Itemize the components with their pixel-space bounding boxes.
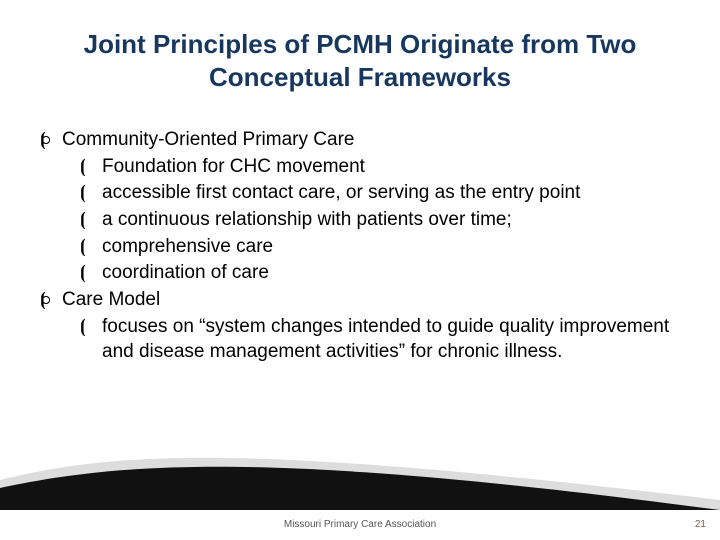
swoosh-decoration xyxy=(0,440,720,510)
bullet-lvl2: ⦗ a continuous relationship with patient… xyxy=(40,208,690,233)
slide: Joint Principles of PCMH Originate from … xyxy=(0,0,720,540)
bullet-lvl2: ⦗ coordination of care xyxy=(40,261,690,286)
bullet-icon: ⦗ xyxy=(40,288,46,311)
bullet-text: Foundation for CHC movement xyxy=(102,156,365,177)
bullet-text: accessible first contact care, or servin… xyxy=(102,182,580,203)
bullet-icon: ⦗ xyxy=(80,155,86,178)
bullet-icon: ⦗ xyxy=(40,128,46,151)
bullet-text: comprehensive care xyxy=(102,236,273,257)
bullet-lvl2: ⦗ focuses on “system changes intended to… xyxy=(40,315,690,364)
slide-body: ⦗ Community-Oriented Primary Care ⦗ Foun… xyxy=(40,128,690,366)
bullet-text: focuses on “system changes intended to g… xyxy=(102,316,669,362)
bullet-text: a continuous relationship with patients … xyxy=(102,209,512,230)
bullet-icon: ⦗ xyxy=(80,261,86,284)
bullet-text: Community-Oriented Primary Care xyxy=(62,129,354,150)
bullet-lvl2: ⦗ comprehensive care xyxy=(40,235,690,260)
bullet-text: coordination of care xyxy=(102,262,269,283)
bullet-lvl1: ⦗ Community-Oriented Primary Care xyxy=(40,128,690,153)
bullet-icon: ⦗ xyxy=(80,235,86,258)
page-number: 21 xyxy=(695,519,706,530)
bullet-text: Care Model xyxy=(62,289,160,310)
slide-title: Joint Principles of PCMH Originate from … xyxy=(40,28,680,93)
footer-text: Missouri Primary Care Association xyxy=(0,519,720,530)
bullet-lvl2: ⦗ Foundation for CHC movement xyxy=(40,155,690,180)
bullet-icon: ⦗ xyxy=(80,315,86,338)
bullet-icon: ⦗ xyxy=(80,181,86,204)
bullet-lvl2: ⦗ accessible first contact care, or serv… xyxy=(40,181,690,206)
bullet-icon: ⦗ xyxy=(80,208,86,231)
bullet-lvl1: ⦗ Care Model xyxy=(40,288,690,313)
